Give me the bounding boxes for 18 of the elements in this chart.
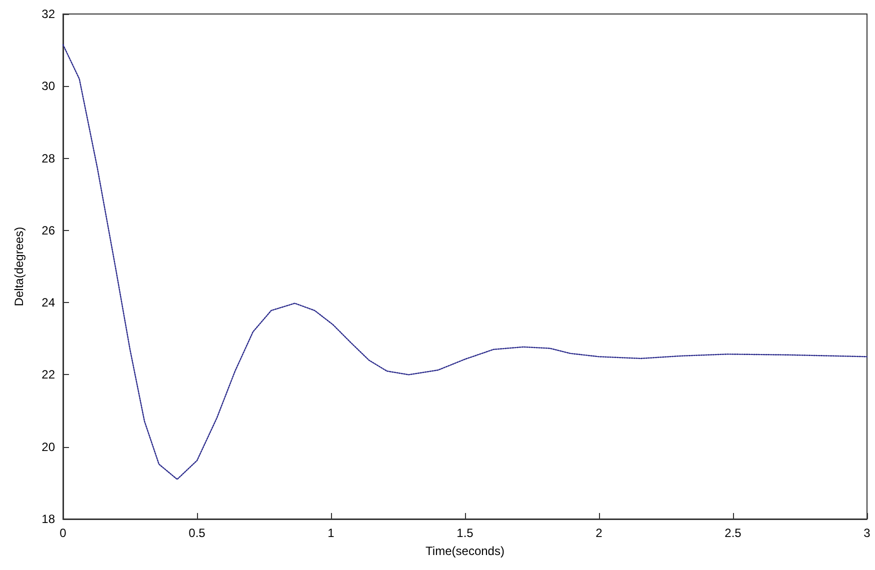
y-tick-label: 18 xyxy=(42,512,56,526)
y-axis-title: Delta(degrees) xyxy=(12,226,26,306)
x-tick-label: 2 xyxy=(596,526,603,540)
x-tick-label: 1.5 xyxy=(456,526,474,540)
x-tick-label: 2.5 xyxy=(724,526,742,540)
x-axis-title: Time(seconds) xyxy=(426,544,504,558)
line-series xyxy=(62,44,868,480)
y-tick-label: 32 xyxy=(42,7,56,21)
x-tick-label: 0 xyxy=(60,526,67,540)
x-tick-label: 1 xyxy=(328,526,335,540)
y-tick-label: 30 xyxy=(42,79,56,94)
y-tick-label: 26 xyxy=(42,223,56,238)
y-tick-label: 24 xyxy=(42,296,56,310)
y-tick-label: 28 xyxy=(42,151,56,166)
y-tick-label: 20 xyxy=(42,440,56,454)
x-tick-label: 0.5 xyxy=(188,526,206,540)
y-tick-label: 22 xyxy=(42,368,56,382)
x-tick-label: 3 xyxy=(864,526,871,540)
